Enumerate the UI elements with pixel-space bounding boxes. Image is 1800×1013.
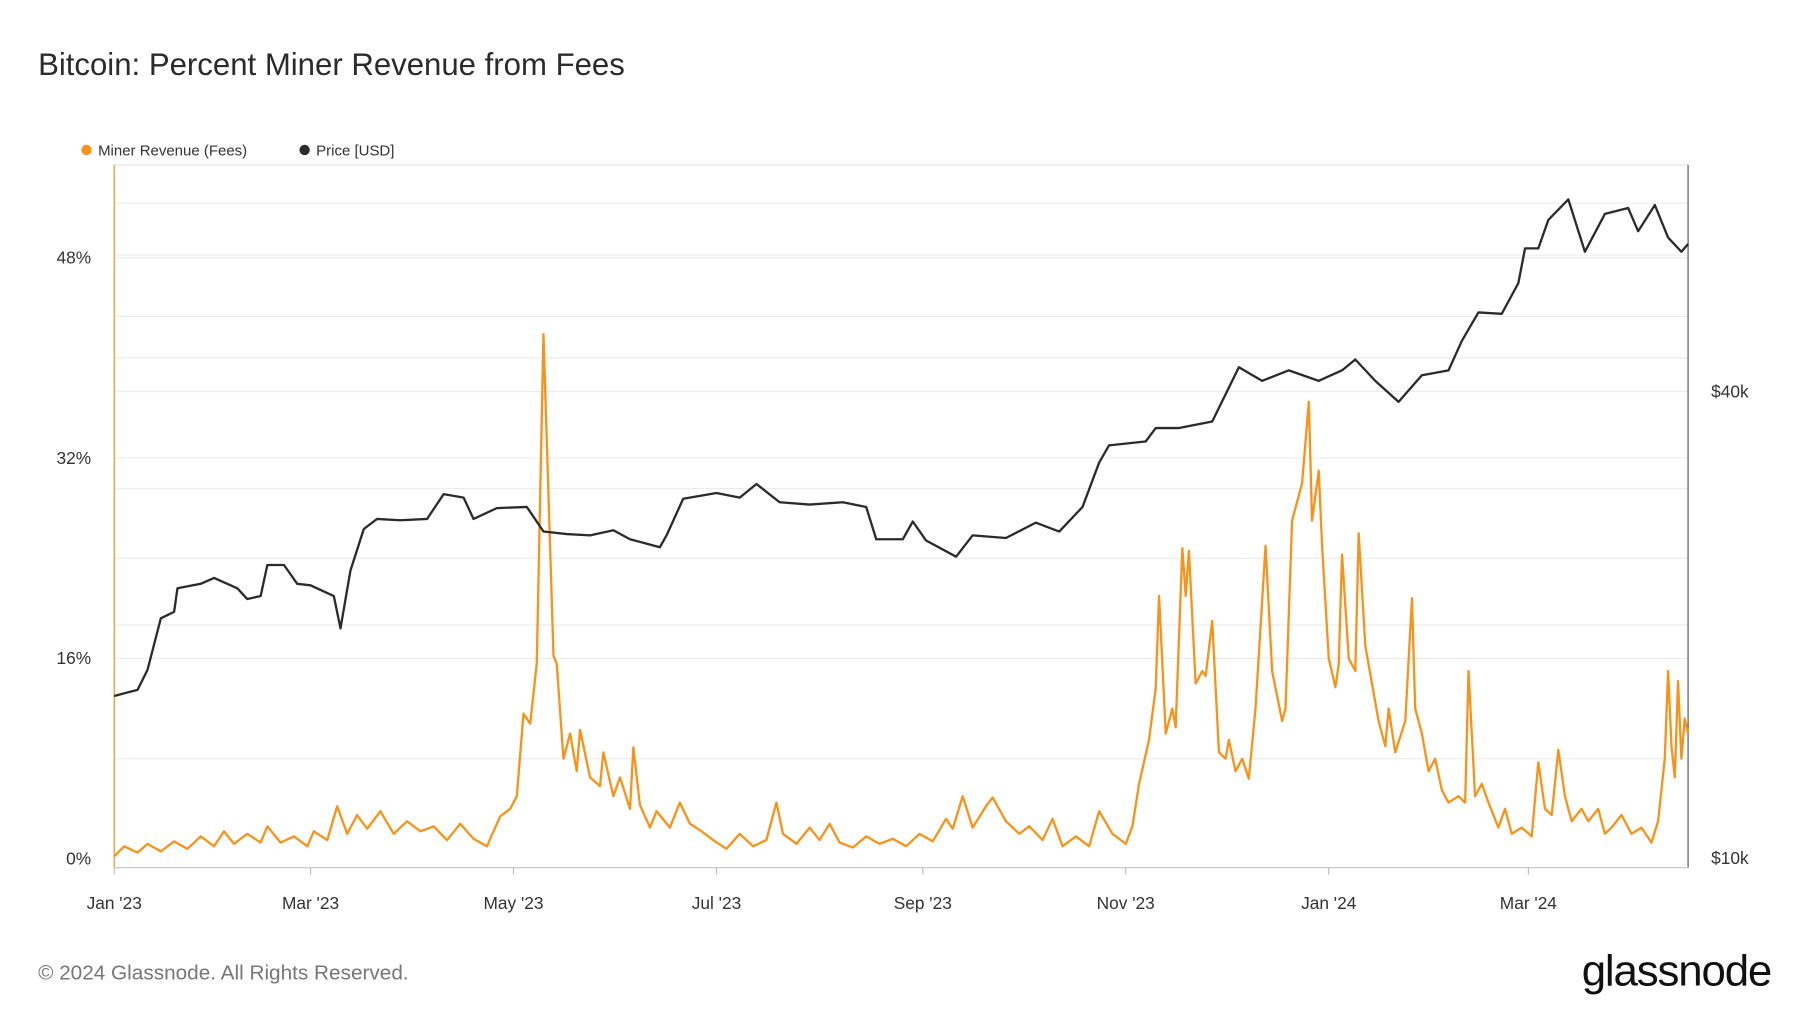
y-left-tick-label: 16% [57,648,92,668]
x-tick-label: May '23 [483,893,543,913]
legend-label-price[interactable]: Price [USD] [316,143,394,160]
y-right-tick-label: $10k [1711,848,1749,868]
y-left-tick-label: 0% [66,849,91,869]
series-lines [113,198,1690,858]
y-left-tick-label: 32% [57,448,92,468]
x-axis: Jan '23 Mar '23 May '23 Jul '23 Sep '23 Nov '… [87,867,1558,913]
y-right-tick-label: $40k [1711,381,1749,401]
legend[interactable]: Miner Revenue (Fees) Price [USD] [81,143,394,160]
chart-title: Bitcoin: Percent Miner Revenue from Fees [38,47,625,82]
gridlines [114,202,1689,760]
glassnode-logo: glassnode [1582,946,1771,995]
legend-marker-price [299,144,310,156]
right-y-axis: $10k $40k [1711,381,1749,868]
fees-series-line [113,332,1690,858]
legend-label-fees[interactable]: Miner Revenue (Fees) [98,143,247,160]
x-tick-label: Mar '24 [1500,893,1558,913]
x-tick-label: Sep '23 [894,893,952,913]
copyright: © 2024 Glassnode. All Rights Reserved. [38,962,409,985]
price-series-line [113,198,1689,698]
y-left-tick-label: 48% [57,247,92,267]
x-tick-label: Nov '23 [1097,893,1155,913]
x-tick-label: Jul '23 [692,893,741,913]
legend-marker-fees [81,144,92,156]
left-y-axis: 0% 16% 32% 48% [57,247,92,868]
x-tick-label: Mar '23 [282,893,339,913]
plot-area [113,164,1689,869]
x-tick-label: Jan '24 [1301,893,1357,913]
x-tick-label: Jan '23 [87,893,142,913]
